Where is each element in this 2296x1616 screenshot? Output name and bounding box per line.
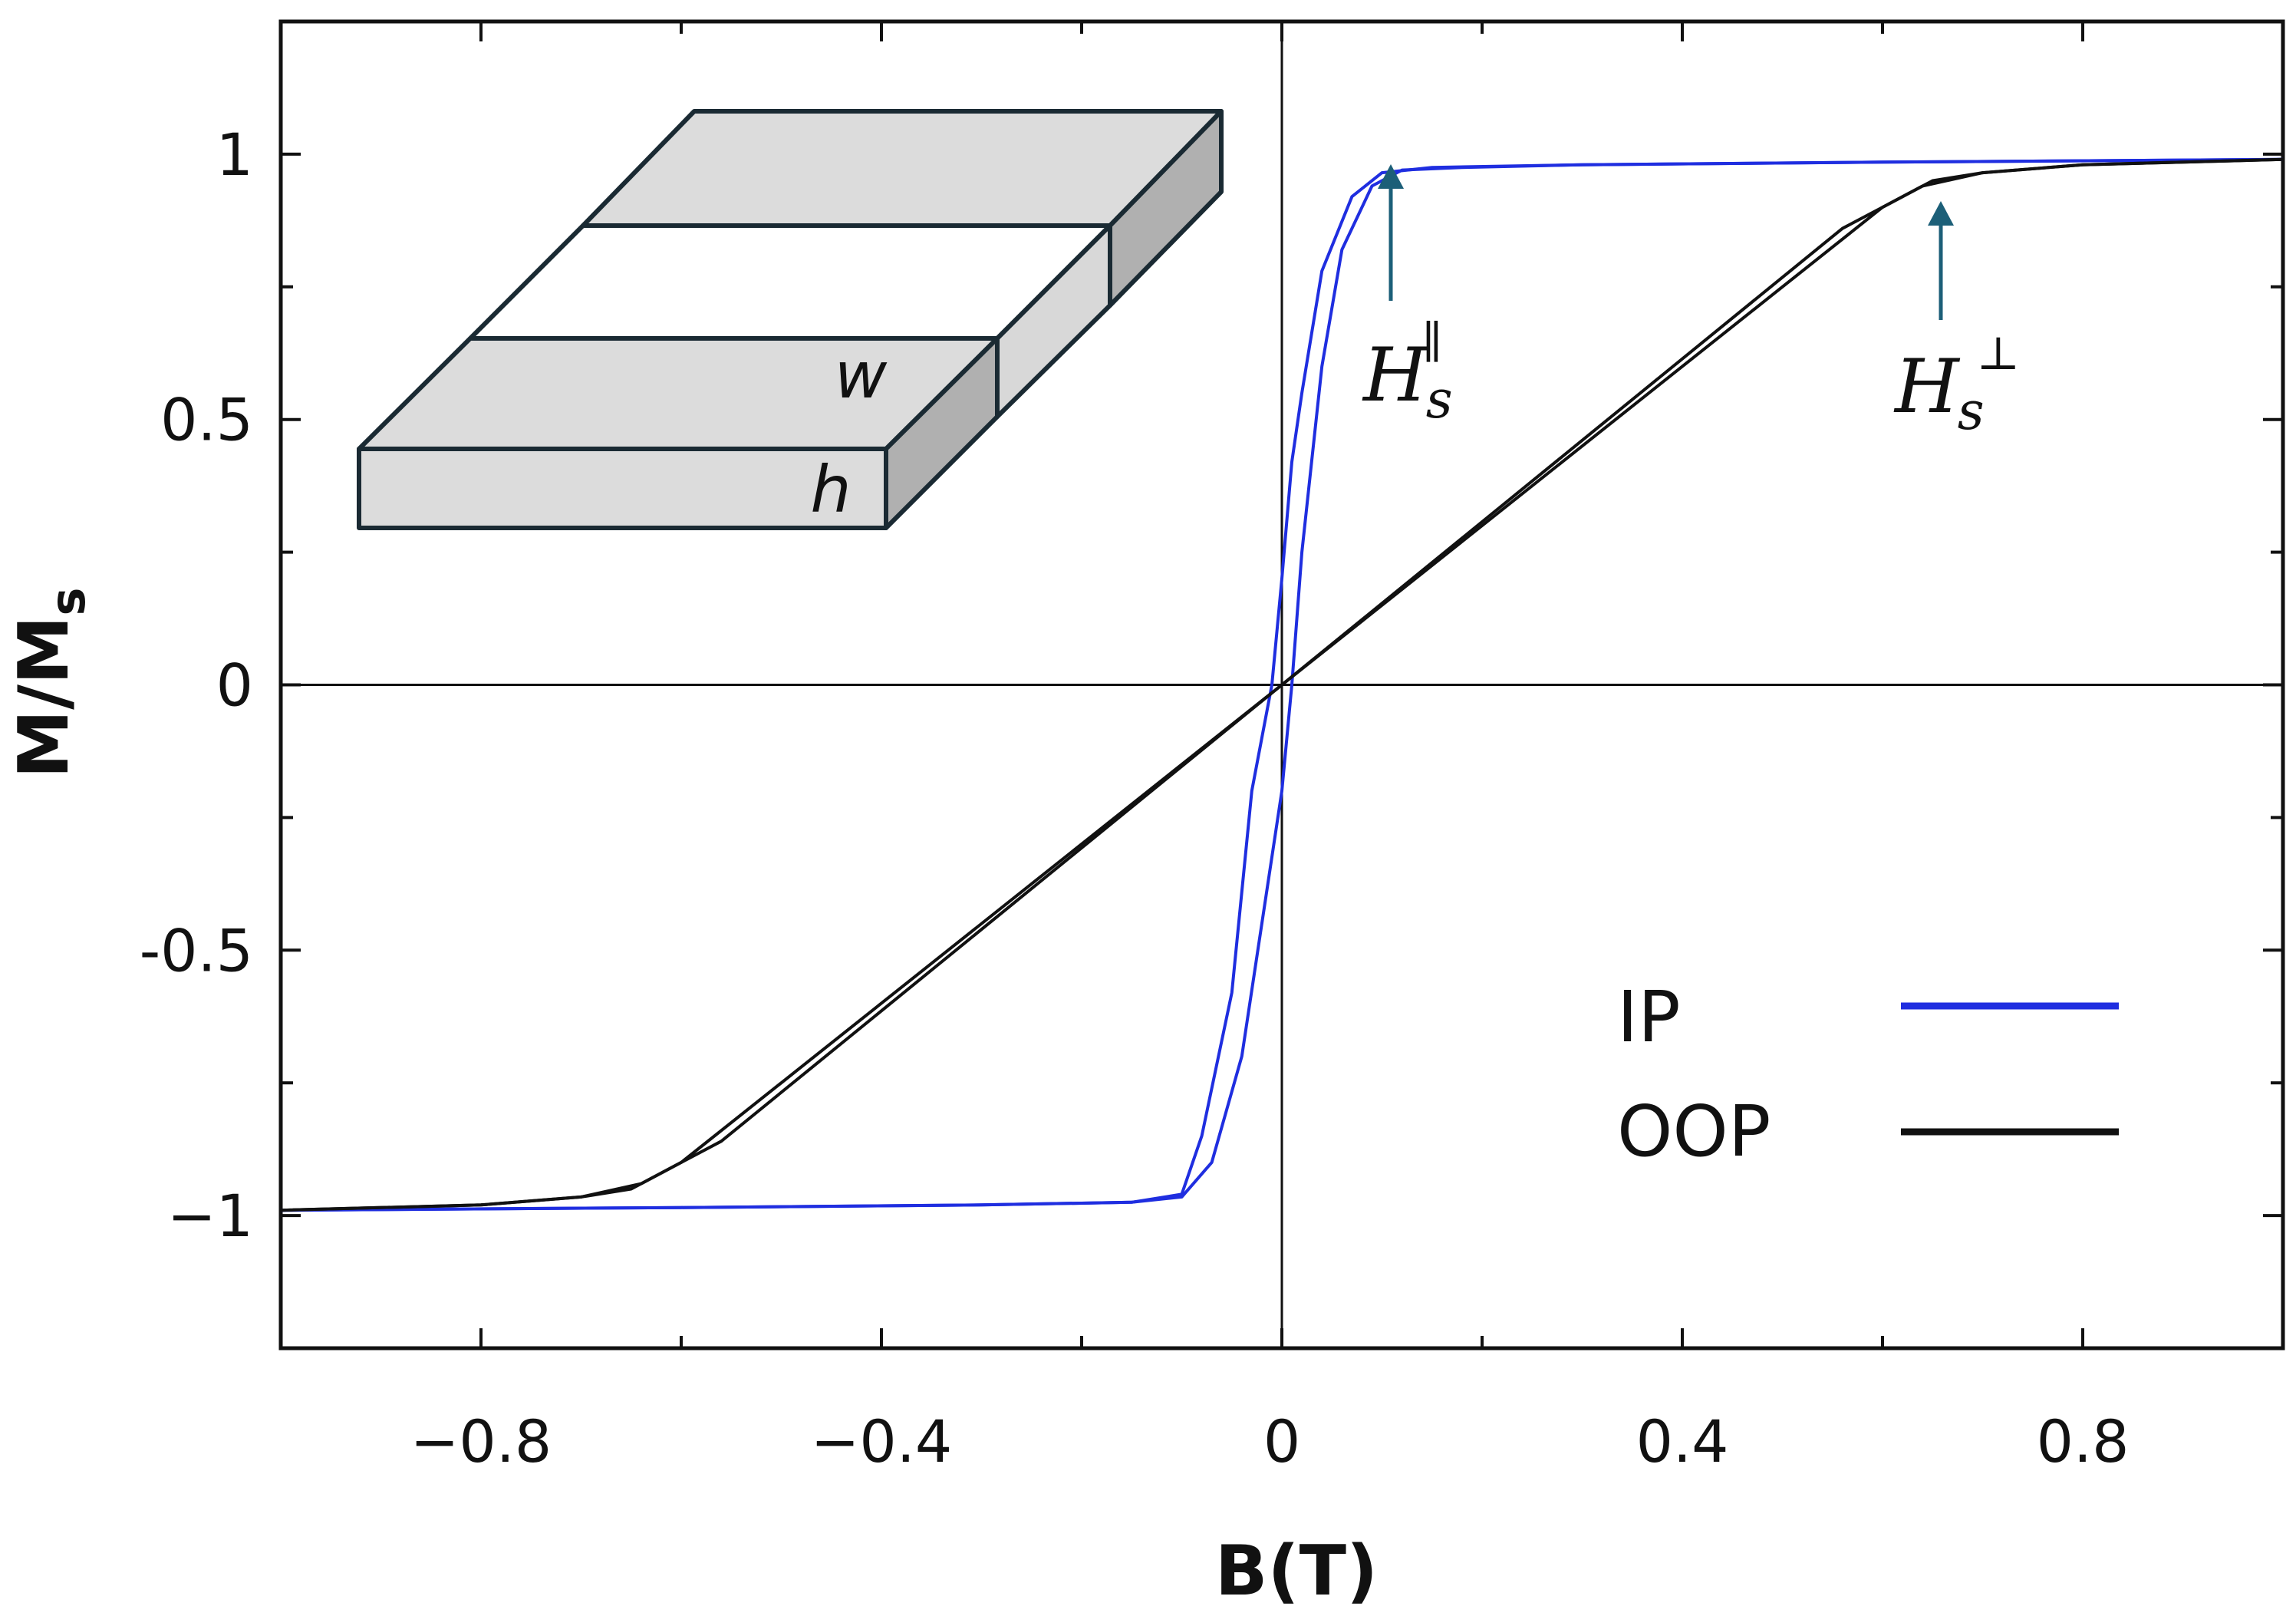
series-oop-branch-2 xyxy=(280,157,2284,1212)
x-axis-title: B(T) xyxy=(1215,1531,1378,1611)
label-hs-perp: Hs⊥ xyxy=(1893,327,2020,442)
label-hs-parallel: Hs∥ xyxy=(1362,316,1453,430)
inset-front-face xyxy=(357,447,888,530)
inset-label-h: h xyxy=(810,452,851,527)
series-layer xyxy=(280,157,2284,1212)
tick-labels: −0.8 −0.4 0 0.4 0.8 1 0.5 0 -0.5 −1 xyxy=(140,120,2130,1476)
y-tick-label: -0.5 xyxy=(140,916,253,984)
annotation-hs-parallel: Hs∥ xyxy=(1362,164,1453,430)
y-tick-label: 0.5 xyxy=(160,386,253,454)
y-tick-label: −1 xyxy=(167,1182,253,1250)
y-axis-title: M/Ms xyxy=(4,588,96,779)
x-tick-label: 0 xyxy=(1263,1407,1300,1476)
x-tick-label: −0.4 xyxy=(811,1407,953,1476)
y-tick-label: 1 xyxy=(216,120,253,189)
series-ip-branch-2 xyxy=(280,157,2284,1212)
inset-slab-diagram: w h xyxy=(357,109,1224,530)
x-tick-label: 0.8 xyxy=(2037,1407,2130,1476)
legend: IP OOP xyxy=(1617,976,2119,1172)
x-tick-label: 0.4 xyxy=(1636,1407,1729,1476)
x-tick-label: −0.8 xyxy=(410,1407,552,1476)
legend-label-oop: OOP xyxy=(1617,1090,1771,1172)
inset-label-w: w xyxy=(835,338,888,413)
arrow-head-hs-perp xyxy=(1928,201,1954,226)
annotation-hs-perp: Hs⊥ xyxy=(1893,201,2020,442)
y-tick-label: 0 xyxy=(216,651,253,720)
arrow-head-hs-parallel xyxy=(1378,164,1404,189)
legend-label-ip: IP xyxy=(1617,976,1681,1058)
axis-ticks xyxy=(281,21,2283,1348)
